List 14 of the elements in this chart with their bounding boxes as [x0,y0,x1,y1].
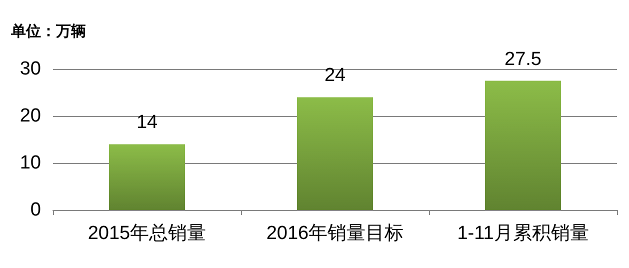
y-tick-label: 20 [20,106,41,126]
y-tick-label: 10 [20,152,41,174]
y-tick-label: 30 [20,58,41,80]
bar [485,80,561,210]
x-tick-label: 2016年销量目标 [266,223,404,244]
bar [297,97,373,210]
data-label: 24 [324,65,346,86]
x-tick-label: 2015年总销量 [88,223,206,244]
bar [109,144,185,210]
y-axis-title: 单位：万辆 [10,23,86,40]
data-label: 14 [136,112,158,134]
y-tick-label: 0 [30,200,41,220]
data-label: 27.5 [504,48,542,70]
x-tick-label: 1-11月累积销量 [457,223,589,244]
